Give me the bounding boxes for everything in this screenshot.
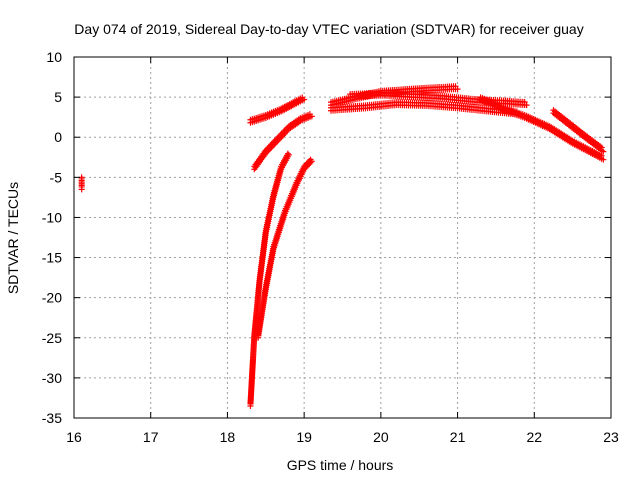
y-tick-label: -10	[42, 209, 62, 225]
x-tick-label: 19	[296, 429, 312, 445]
plot-frame	[73, 56, 612, 419]
y-tick-label: -20	[42, 290, 62, 306]
data-points	[78, 83, 607, 409]
y-tick-label: 0	[54, 129, 62, 145]
data-point-marker	[600, 156, 607, 163]
data-point-marker	[308, 113, 315, 120]
grid-lines	[74, 57, 611, 418]
y-tick-label: -15	[42, 250, 62, 266]
x-tick-label: 17	[143, 429, 159, 445]
x-tick-label: 20	[373, 429, 389, 445]
x-axis-ticks: 16 17 18 19 20 21 22 23	[66, 57, 619, 445]
data-point-marker	[598, 152, 605, 159]
x-tick-label: 21	[450, 429, 466, 445]
y-axis-label: SDTVAR / TECUs	[5, 182, 21, 294]
x-tick-label: 23	[603, 429, 619, 445]
x-axis-label: GPS time / hours	[287, 457, 394, 473]
data-point-marker	[600, 148, 607, 155]
data-point-marker	[78, 186, 85, 193]
y-tick-label: -25	[42, 330, 62, 346]
data-point-marker	[284, 150, 291, 157]
chart-title: Day 074 of 2019, Sidereal Day-to-day VTE…	[74, 21, 583, 37]
data-point-marker	[285, 151, 292, 158]
x-tick-label: 16	[66, 429, 82, 445]
data-point-marker	[454, 86, 461, 93]
data-point-marker	[523, 102, 530, 109]
data-point-marker	[308, 158, 315, 165]
y-tick-label: -35	[42, 410, 62, 426]
y-tick-label: -5	[50, 169, 63, 185]
data-point-marker	[301, 96, 308, 103]
y-tick-label: 5	[54, 89, 62, 105]
y-axis-ticks: 10 5 0 -5 -10 -15 -20 -25 -30 -35	[42, 49, 611, 426]
y-tick-label: 10	[46, 49, 62, 65]
data-point-marker	[521, 98, 528, 105]
y-tick-label: -30	[42, 370, 62, 386]
x-tick-label: 18	[220, 429, 236, 445]
x-tick-label: 22	[526, 429, 542, 445]
data-point-marker	[598, 144, 605, 151]
